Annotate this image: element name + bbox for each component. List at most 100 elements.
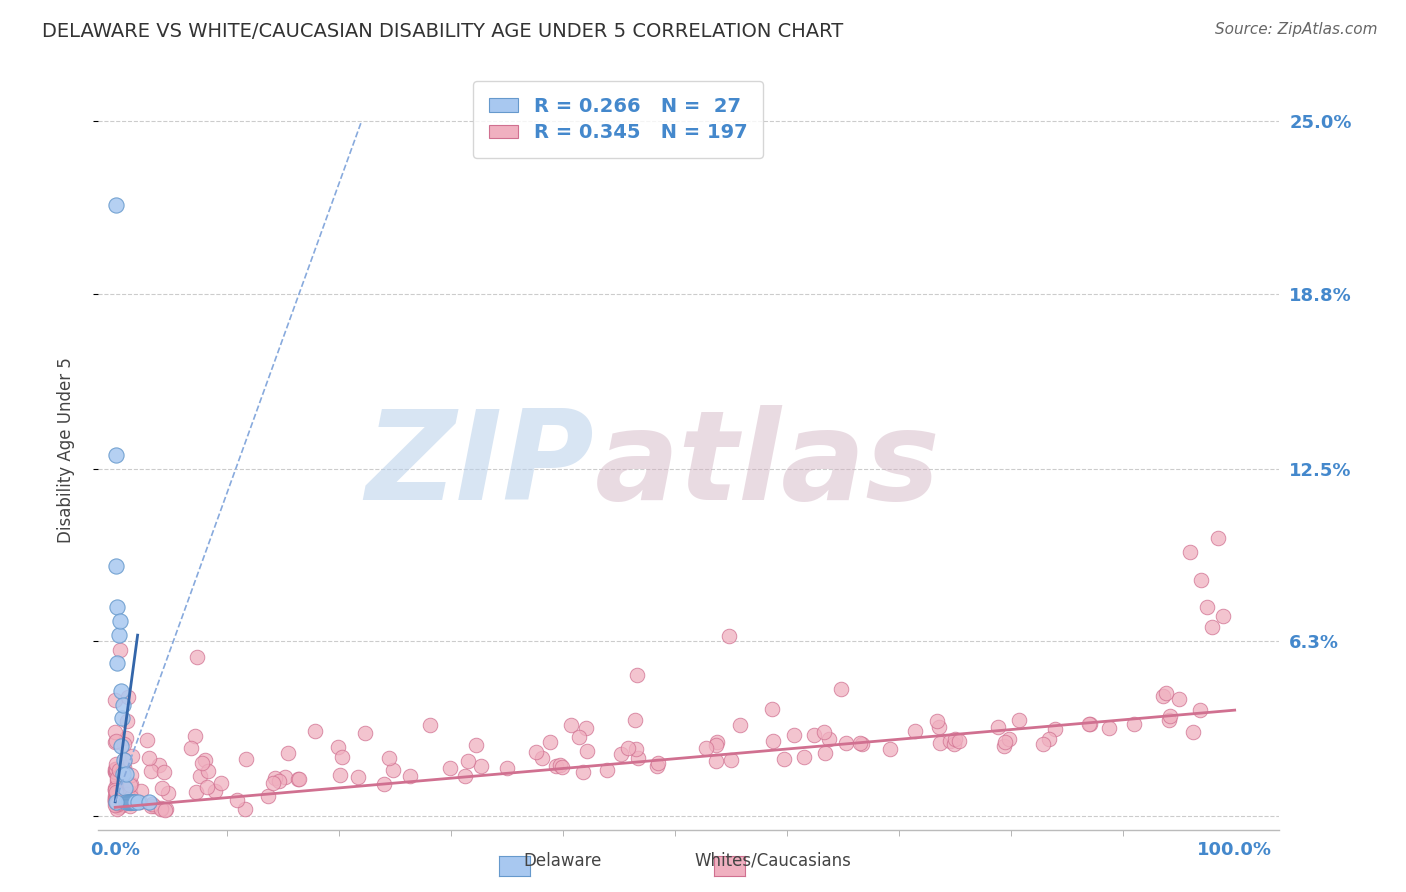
Point	[107, 782, 129, 797]
Point	[121, 748, 143, 763]
Point	[1168, 692, 1191, 706]
Point	[773, 752, 796, 766]
Point	[107, 797, 129, 812]
Point	[108, 763, 131, 777]
Point	[105, 794, 128, 808]
Point	[197, 764, 219, 778]
Point	[104, 797, 127, 812]
Point	[1078, 716, 1101, 731]
Point	[115, 767, 138, 781]
Point	[104, 793, 127, 807]
Point	[118, 795, 141, 809]
Point	[104, 735, 127, 749]
Point	[122, 795, 145, 809]
Point	[120, 777, 142, 791]
Point	[104, 794, 127, 808]
Point	[104, 790, 127, 805]
Point	[105, 796, 128, 810]
Text: DELAWARE VS WHITE/CAUCASIAN DISABILITY AGE UNDER 5 CORRELATION CHART: DELAWARE VS WHITE/CAUCASIAN DISABILITY A…	[42, 22, 844, 41]
Point	[105, 798, 128, 813]
Point	[704, 754, 727, 768]
Point	[354, 726, 377, 740]
Point	[382, 764, 405, 778]
Point	[761, 702, 783, 716]
Point	[104, 762, 127, 776]
Point	[576, 744, 599, 758]
Point	[624, 741, 647, 756]
Point	[115, 788, 138, 802]
Point	[235, 752, 257, 766]
Point	[124, 795, 146, 809]
Point	[110, 797, 132, 812]
Point	[1077, 716, 1099, 731]
Point	[108, 800, 131, 814]
Point	[373, 776, 395, 790]
Point	[1201, 620, 1223, 634]
Point	[105, 558, 128, 573]
Point	[153, 803, 176, 817]
Point	[105, 197, 128, 211]
Point	[904, 723, 927, 738]
Point	[195, 780, 218, 795]
Point	[118, 796, 141, 810]
Point	[287, 772, 309, 786]
Point	[623, 714, 645, 728]
Point	[457, 754, 479, 768]
Point	[104, 780, 127, 795]
Text: Delaware: Delaware	[523, 852, 602, 870]
Point	[939, 734, 962, 748]
Point	[139, 798, 162, 813]
Point	[135, 732, 157, 747]
Y-axis label: Disability Age Under 5: Disability Age Under 5	[56, 358, 75, 543]
Point	[1189, 573, 1212, 587]
Point	[104, 789, 127, 803]
Point	[524, 745, 547, 759]
Point	[704, 738, 727, 752]
Point	[104, 762, 127, 776]
Point	[107, 796, 129, 810]
Point	[184, 785, 207, 799]
Point	[328, 739, 350, 754]
Point	[112, 753, 135, 767]
Point	[110, 785, 132, 799]
Point	[155, 801, 177, 815]
Point	[104, 791, 127, 805]
Point	[209, 776, 232, 790]
Point	[112, 760, 135, 774]
Point	[398, 769, 420, 783]
Point	[105, 772, 128, 786]
Point	[108, 614, 131, 628]
Point	[104, 724, 127, 739]
Point	[110, 739, 132, 754]
Point	[329, 768, 352, 782]
Point	[572, 764, 595, 779]
Point	[142, 798, 165, 813]
Point	[107, 628, 129, 642]
Point	[108, 795, 131, 809]
Point	[928, 720, 950, 734]
Point	[1122, 717, 1144, 731]
Point	[645, 759, 668, 773]
Point	[183, 729, 205, 743]
Point	[104, 692, 127, 706]
Point	[138, 750, 160, 764]
Point	[257, 789, 280, 803]
Point	[115, 795, 138, 809]
Point	[120, 795, 142, 809]
Point	[105, 773, 128, 788]
Text: Source: ZipAtlas.com: Source: ZipAtlas.com	[1215, 22, 1378, 37]
Point	[120, 784, 142, 798]
Point	[783, 728, 806, 742]
Point	[108, 793, 131, 807]
Point	[1152, 689, 1174, 703]
Legend: R = 0.266   N =  27, R = 0.345   N = 197: R = 0.266 N = 27, R = 0.345 N = 197	[474, 81, 763, 158]
Point	[1008, 713, 1031, 727]
Point	[107, 656, 129, 670]
Point	[105, 799, 128, 814]
Point	[128, 795, 150, 809]
Point	[105, 793, 128, 807]
Point	[419, 718, 441, 732]
Point	[1181, 725, 1204, 739]
Point	[121, 795, 143, 809]
Point	[191, 756, 214, 770]
